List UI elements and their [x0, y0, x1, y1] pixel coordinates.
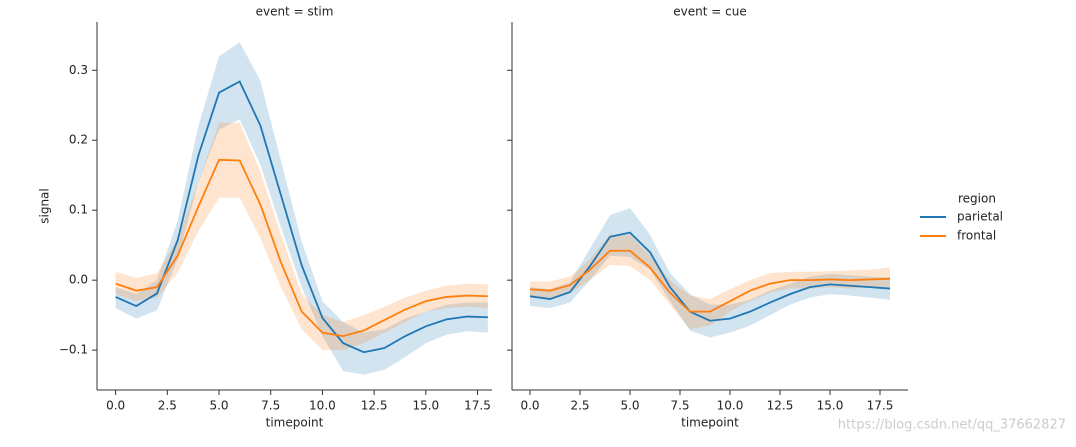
x-tick-label: 5.0: [209, 399, 228, 413]
x-tick-label: 7.5: [261, 399, 280, 413]
y-tick-label: −0.1: [59, 343, 88, 357]
y-tick-label: 0.0: [69, 273, 88, 287]
line: [529, 249, 891, 313]
y-tick-label: 0.2: [69, 133, 88, 147]
x-tick-label: 17.5: [464, 399, 491, 413]
x-tick-label: 0.0: [106, 399, 125, 413]
y-axis-label: signal: [38, 188, 52, 224]
x-tick-label: 7.5: [670, 399, 689, 413]
x-tick-label: 12.5: [767, 399, 794, 413]
legend-label: parietal: [957, 210, 1003, 224]
y-tick-label: 0.3: [69, 63, 88, 77]
legend-title: region: [958, 192, 996, 206]
x-tick-label: 17.5: [867, 399, 894, 413]
confidence-band: [530, 234, 890, 330]
y-tick-label: 0.1: [69, 203, 88, 217]
x-tick-label: 15.0: [817, 399, 844, 413]
x-tick-label: 10.0: [717, 399, 744, 413]
panel-title: event = cue: [673, 5, 746, 19]
line: [115, 80, 488, 354]
x-tick-label: 12.5: [361, 399, 388, 413]
panel-title: event = stim: [256, 5, 334, 19]
x-tick-label: 10.0: [309, 399, 336, 413]
x-tick-label: 2.5: [158, 399, 177, 413]
x-axis-label: timepoint: [681, 416, 739, 430]
line: [529, 231, 891, 322]
confidence-band: [115, 122, 488, 351]
confidence-band: [530, 208, 890, 338]
x-axis-label: timepoint: [266, 416, 324, 430]
x-tick-label: 0.0: [520, 399, 539, 413]
watermark: https://blog.csdn.net/qq_37662827: [838, 418, 1066, 433]
x-tick-label: 2.5: [570, 399, 589, 413]
line: [115, 158, 488, 338]
x-tick-label: 15.0: [412, 399, 439, 413]
x-tick-label: 5.0: [620, 399, 639, 413]
legend-label: frontal: [957, 229, 996, 243]
